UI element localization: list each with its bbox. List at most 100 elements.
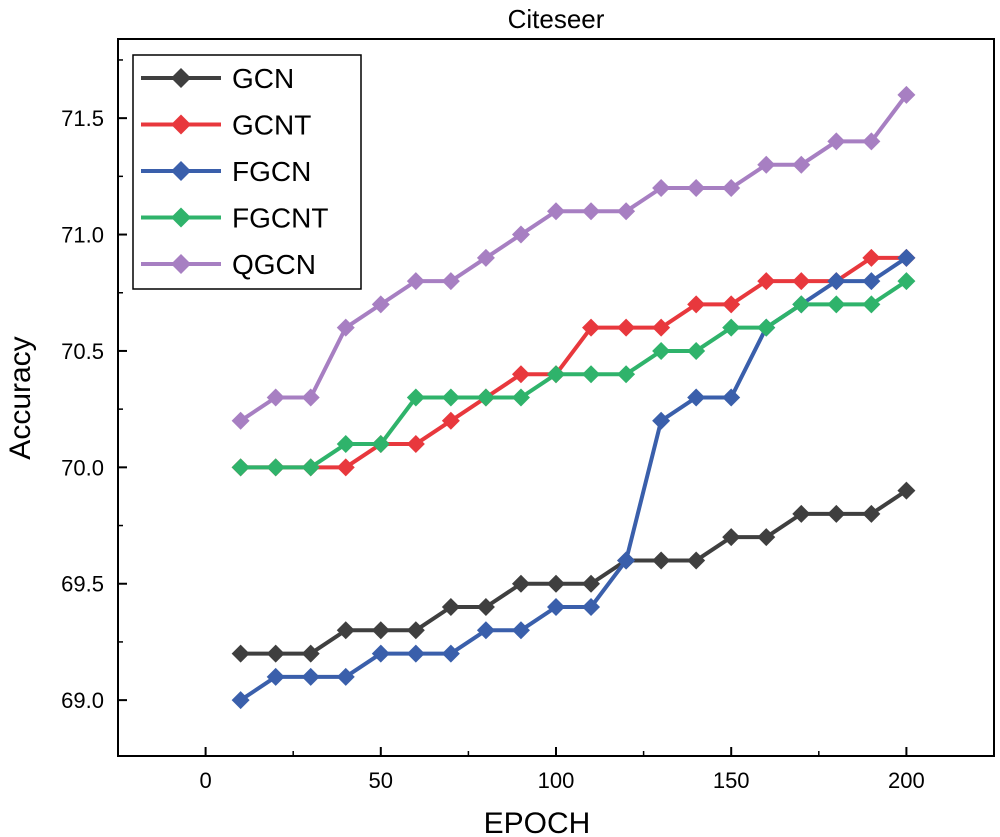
data-point-gcn [687, 551, 706, 570]
data-point-gcnt [441, 411, 460, 430]
legend-label: FGCNT [232, 203, 328, 234]
data-point-fgcnt [231, 458, 250, 477]
chart-title: Citeseer [508, 4, 605, 34]
data-point-fgcn [687, 388, 706, 407]
data-point-fgcnt [476, 388, 495, 407]
data-point-fgcn [511, 621, 530, 640]
data-point-fgcnt [582, 365, 601, 384]
legend-label: FGCN [232, 156, 311, 187]
data-point-fgcnt [336, 435, 355, 454]
data-point-qgcn [757, 155, 776, 174]
legend-item-qgcn: QGCN [141, 249, 316, 280]
legend-marker [171, 254, 191, 274]
data-point-qgcn [231, 411, 250, 430]
data-point-gcn [266, 644, 285, 663]
legend-item-fgcn: FGCN [141, 156, 311, 187]
data-point-gcn [862, 504, 881, 523]
data-point-fgcn [862, 272, 881, 291]
series-layer [231, 85, 916, 710]
data-point-gcn [301, 644, 320, 663]
y-axis: 69.0 69.5 70.0 70.5 71.0 71.5 [61, 59, 127, 713]
data-point-gcnt [862, 248, 881, 267]
data-point-gcn [582, 574, 601, 593]
y-tick-label: 71.0 [61, 223, 104, 248]
data-point-fgcn [266, 667, 285, 686]
data-point-qgcn [582, 202, 601, 221]
data-point-fgcn [652, 411, 671, 430]
data-point-gcn [511, 574, 530, 593]
data-point-fgcn [371, 644, 390, 663]
legend-item-gcnt: GCNT [141, 110, 311, 141]
data-point-fgcn [617, 551, 636, 570]
data-point-fgcnt [266, 458, 285, 477]
data-point-gcn [722, 528, 741, 547]
data-point-fgcnt [547, 365, 565, 384]
y-tick-label: 69.5 [61, 572, 104, 597]
data-point-fgcnt [722, 318, 741, 337]
data-point-gcnt [652, 318, 671, 337]
data-point-qgcn [441, 272, 460, 291]
data-point-qgcn [406, 272, 425, 291]
legend-label: QGCN [232, 249, 316, 280]
data-point-qgcn [652, 178, 671, 197]
data-point-fgcn [301, 667, 320, 686]
x-tick-label: 200 [888, 768, 925, 793]
data-point-fgcn [336, 667, 355, 686]
data-point-gcnt [582, 318, 601, 337]
data-point-gcn [897, 481, 916, 500]
data-point-fgcnt [406, 388, 425, 407]
data-point-gcnt [757, 272, 776, 291]
data-point-gcn [336, 621, 355, 640]
data-point-fgcnt [687, 341, 706, 360]
y-tick-label: 71.5 [61, 106, 104, 131]
data-point-qgcn [862, 132, 881, 151]
data-point-fgcn [406, 644, 425, 663]
data-point-gcnt [617, 318, 636, 337]
data-point-gcn [476, 598, 495, 617]
series-qgcn [231, 85, 916, 430]
x-tick-label: 150 [713, 768, 750, 793]
data-point-gcnt [792, 272, 811, 291]
data-point-qgcn [336, 318, 355, 337]
data-point-fgcnt [371, 435, 390, 454]
data-point-qgcn [511, 225, 530, 244]
series-fgcnt [231, 272, 916, 477]
legend-marker [171, 207, 191, 228]
data-point-fgcnt [441, 388, 460, 407]
data-point-gcn [652, 551, 671, 570]
data-point-fgcn [582, 598, 601, 617]
data-point-gcn [792, 504, 811, 523]
x-axis-title: EPOCH [484, 807, 591, 837]
legend-label: GCN [232, 63, 294, 94]
data-point-fgcnt [617, 365, 636, 384]
data-point-fgcnt [792, 295, 811, 314]
x-axis: 0 50 100 150 200 [199, 747, 925, 793]
data-point-fgcn [476, 621, 495, 640]
data-point-qgcn [476, 248, 495, 267]
data-point-fgcn [722, 388, 741, 407]
y-tick-label: 70.0 [61, 455, 104, 480]
data-point-fgcnt [652, 341, 671, 360]
x-tick-label: 100 [538, 768, 575, 793]
legend-label: GCNT [232, 110, 311, 141]
y-tick-label: 70.5 [61, 339, 104, 364]
legend-marker [171, 161, 191, 181]
legend-marker [171, 68, 191, 88]
data-point-gcnt [336, 458, 355, 477]
data-point-qgcn [617, 202, 636, 221]
legend-marker [171, 114, 191, 135]
y-tick-label: 69.0 [61, 688, 104, 713]
data-point-qgcn [547, 202, 565, 221]
y-axis-title: Accuracy [4, 336, 37, 459]
data-point-qgcn [266, 388, 285, 407]
legend: GCN GCNT FGCN FGCNT QGCN [132, 54, 362, 290]
data-point-fgcn [897, 248, 916, 267]
data-point-fgcn [827, 272, 846, 291]
data-point-gcn [757, 528, 776, 547]
data-point-gcn [827, 504, 846, 523]
series-gcn [231, 481, 916, 663]
data-point-fgcnt [301, 458, 320, 477]
data-point-qgcn [371, 295, 390, 314]
data-point-gcnt [406, 435, 425, 454]
